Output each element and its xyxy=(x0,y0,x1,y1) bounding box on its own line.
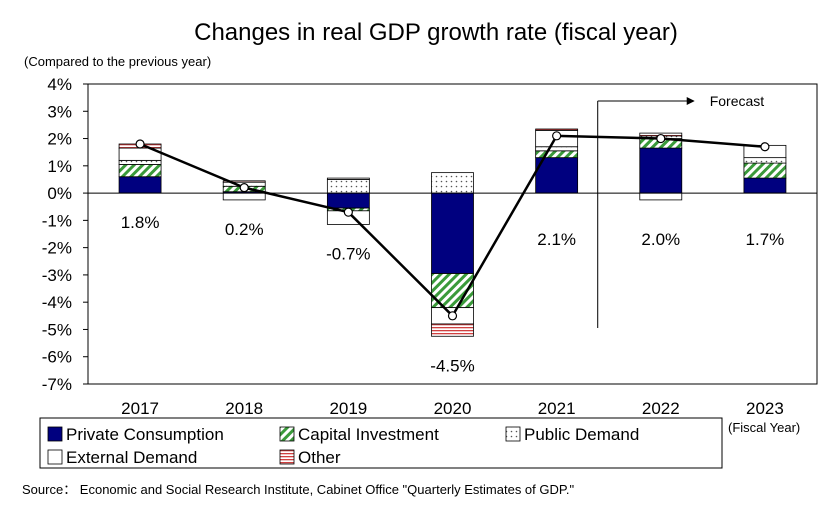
bar-segment-capital-investment xyxy=(118,164,162,178)
bar-segment-other xyxy=(326,177,370,180)
bar-segment-public-demand xyxy=(431,172,474,194)
data-label: 2.0% xyxy=(641,230,680,249)
data-label: 2.1% xyxy=(537,230,576,249)
forecast-label: Forecast xyxy=(710,93,765,109)
bar-segment-external-demand xyxy=(639,192,683,201)
y-tick-label: 0% xyxy=(47,184,72,203)
forecast-marker: Forecast xyxy=(597,93,765,328)
plot-area-frame xyxy=(87,83,818,385)
x-category-label: 2021 xyxy=(538,399,576,418)
x-category-label: 2019 xyxy=(329,399,367,418)
data-label: -4.5% xyxy=(430,356,474,375)
x-category-label: 2018 xyxy=(225,399,263,418)
y-tick-label: -6% xyxy=(42,348,72,367)
chart-subtitle: (Compared to the previous year) xyxy=(24,54,211,69)
data-label: 1.8% xyxy=(121,213,160,232)
y-tick-label: -7% xyxy=(42,375,72,394)
growth-line-series xyxy=(135,131,770,321)
x-category-label: 2017 xyxy=(121,399,159,418)
legend-swatch xyxy=(505,426,521,442)
legend-swatch xyxy=(279,426,295,442)
source-note: Source： Economic and Social Research Ins… xyxy=(22,482,574,497)
bar-segment-other xyxy=(431,323,474,337)
y-tick-label: 3% xyxy=(47,102,72,121)
growth-point xyxy=(447,311,458,321)
bar-segment-private-consumption xyxy=(639,147,683,194)
x-axis-categories: 2017 2018 2019 2020 2021 2022 2023 xyxy=(121,399,784,418)
legend-label: External Demand xyxy=(66,448,197,467)
x-category-label: 2020 xyxy=(434,399,472,418)
growth-point xyxy=(343,207,353,217)
y-axis: 4% 3% 2% 1% 0% -1% -2% -3% -4% -5% -6% -7% xyxy=(42,75,88,394)
legend-frame xyxy=(39,417,723,469)
bar-segment-external-demand xyxy=(222,192,266,201)
x-category-label: 2022 xyxy=(642,399,680,418)
data-labels: 1.8% 0.2% -0.7% -4.5% 2.1% 2.0% 1.7% xyxy=(121,213,785,375)
bar-segment-private-consumption xyxy=(118,176,162,194)
y-tick-label: -5% xyxy=(42,320,72,339)
data-label: -0.7% xyxy=(326,244,370,263)
y-tick-label: -1% xyxy=(42,211,72,230)
bar-segment-other xyxy=(222,180,266,183)
data-label: 1.7% xyxy=(746,230,785,249)
bar-segment-public-demand xyxy=(535,146,579,152)
bar-segment-capital-investment xyxy=(743,162,787,179)
growth-point xyxy=(552,131,562,141)
x-category-label: 2023 xyxy=(746,399,784,418)
legend-swatch xyxy=(47,426,63,442)
legend-label: Private Consumption xyxy=(66,425,224,444)
growth-point xyxy=(239,183,249,193)
legend-swatch xyxy=(279,449,295,465)
y-tick-label: -4% xyxy=(42,293,72,312)
growth-point xyxy=(760,142,770,152)
bar-segment-private-consumption xyxy=(743,177,787,194)
x-axis-unit-label: (Fiscal Year) xyxy=(728,420,800,435)
y-tick-label: 1% xyxy=(47,157,72,176)
legend-label: Public Demand xyxy=(524,425,639,444)
stacked-bars xyxy=(118,128,787,337)
bar-segment-public-demand xyxy=(743,157,787,164)
bar-segment-public-demand xyxy=(118,159,162,165)
y-tick-label: 4% xyxy=(47,75,72,94)
bar-segment-private-consumption xyxy=(431,192,474,274)
growth-point xyxy=(656,133,666,144)
bar-segment-other xyxy=(535,128,579,131)
legend: Private Consumption Capital Investment Pub… xyxy=(39,417,723,469)
bar-segment-private-consumption xyxy=(326,192,370,209)
growth-point xyxy=(135,139,145,149)
y-tick-label: -2% xyxy=(42,239,72,258)
y-tick-label: -3% xyxy=(42,266,72,285)
data-label: 0.2% xyxy=(225,220,264,239)
legend-label: Other xyxy=(298,448,341,467)
bar-segment-capital-investment xyxy=(535,150,579,159)
bar-segment-public-demand xyxy=(326,179,370,194)
chart-title: Changes in real GDP growth rate (fiscal … xyxy=(194,19,678,46)
legend-label: Capital Investment xyxy=(298,425,439,444)
legend-swatch xyxy=(47,449,63,465)
y-tick-label: 2% xyxy=(47,130,72,149)
